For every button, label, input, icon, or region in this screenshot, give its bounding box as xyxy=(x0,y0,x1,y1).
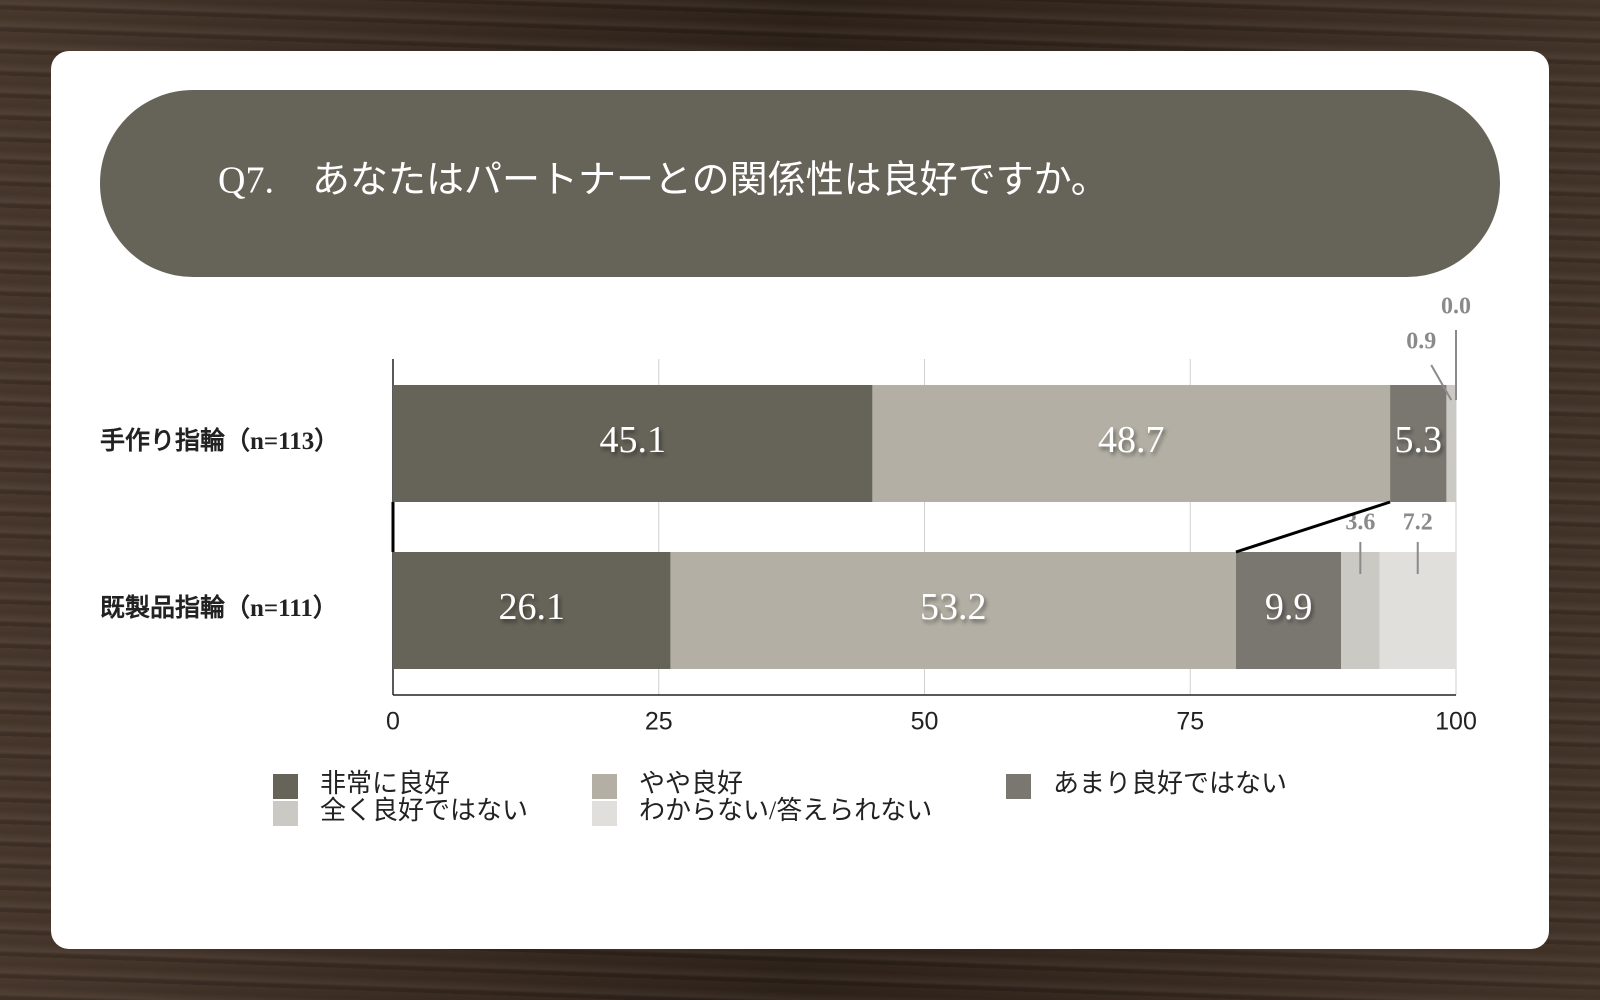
data-label: 48.7 xyxy=(1098,419,1165,461)
x-tick-label: 100 xyxy=(1435,708,1477,736)
data-label: 7.2 xyxy=(1403,510,1433,536)
data-label: 0.0 xyxy=(1441,294,1471,320)
legend-swatch xyxy=(273,774,298,799)
legend-label: やや良好 xyxy=(639,769,743,798)
data-label: 5.3 xyxy=(1395,419,1443,461)
legend-label: あまり良好ではない xyxy=(1053,769,1287,798)
legend-swatch xyxy=(592,801,617,826)
chart-title: Q7. あなたはパートナーとの関係性は良好ですか。 xyxy=(218,160,1109,202)
data-label: 53.2 xyxy=(920,586,987,628)
legend-label: わからない/答えられない xyxy=(639,796,932,825)
legend-swatch xyxy=(592,774,617,799)
leader-line xyxy=(1430,364,1453,401)
bar-segment xyxy=(1390,385,1447,502)
data-label: 9.9 xyxy=(1265,586,1313,628)
x-tick-label: 0 xyxy=(386,708,400,736)
legend-swatch xyxy=(1006,774,1031,799)
legend-swatch xyxy=(273,801,298,826)
data-label: 45.1 xyxy=(599,419,666,461)
x-tick-label: 25 xyxy=(645,708,673,736)
data-label: 26.1 xyxy=(498,586,565,628)
title-banner xyxy=(100,90,1500,277)
series-line xyxy=(1235,500,1391,554)
legend-label: 非常に良好 xyxy=(320,769,450,798)
bar-segment xyxy=(1235,552,1342,669)
x-tick-label: 50 xyxy=(911,708,939,736)
bar-segment xyxy=(872,385,1391,502)
x-tick-label: 75 xyxy=(1176,708,1204,736)
legend-label: 全く良好ではない xyxy=(320,796,528,825)
y-tick-label: 手作り指輪（n=113） xyxy=(100,426,339,455)
y-tick-label: 既製品指輪（n=111） xyxy=(100,593,338,622)
bar-segment xyxy=(1446,385,1456,502)
bar-segment xyxy=(670,552,1236,669)
bar-segment xyxy=(393,552,671,669)
data-label: 3.6 xyxy=(1345,510,1375,536)
bar-segment xyxy=(393,385,873,502)
data-label: 0.9 xyxy=(1406,329,1436,355)
